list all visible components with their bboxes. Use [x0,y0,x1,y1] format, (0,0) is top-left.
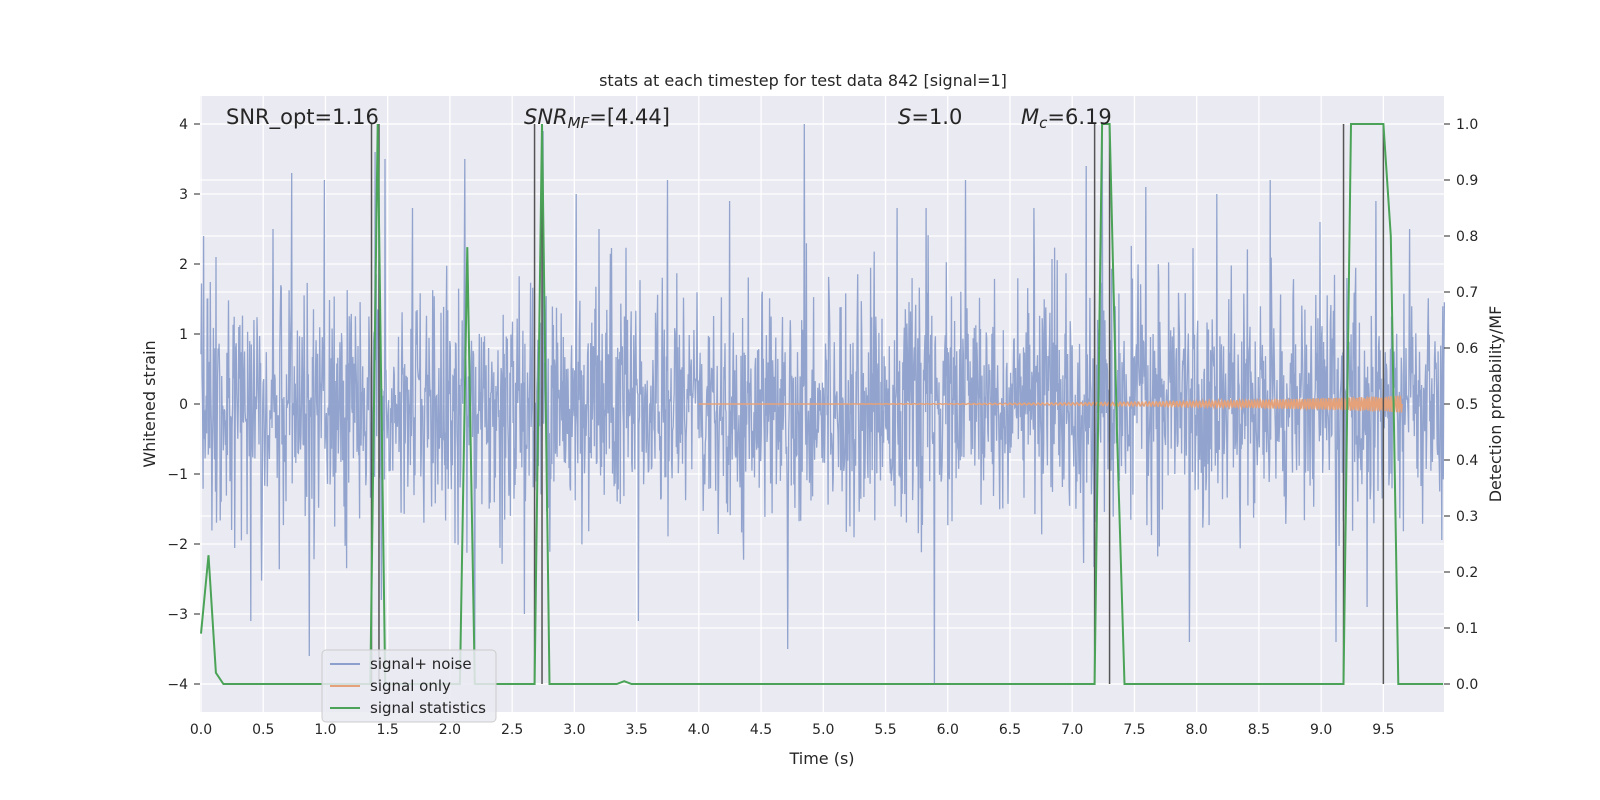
y2-tick-label: 0.9 [1456,173,1478,189]
signal-series [698,395,1403,413]
annotation-mc: Mc=6.19 [1021,105,1112,132]
annotations: SNR_opt=1.16 SNRMF=[4.44] S=1.0 Mc=6.19 [226,105,1112,132]
y-tick-label: −2 [167,537,188,553]
y-tick-label: 2 [179,257,188,273]
x-tick-label: 6.0 [937,722,959,738]
x-tick-label: 7.0 [1061,722,1083,738]
y-tick-label: −3 [167,607,188,623]
x-tick-label: 3.0 [563,722,585,738]
noise-series [200,123,1446,685]
y2-tick-label: 1.0 [1456,117,1478,133]
chart-title: stats at each timestep for test data 842… [599,71,1007,90]
x-tick-label: 5.5 [874,722,896,738]
x-tick-label: 2.5 [501,722,523,738]
x-tick-label: 6.5 [999,722,1021,738]
y2-tick-label: 0.8 [1456,229,1478,245]
y-tick-label: 1 [179,327,188,343]
y-tick-label: 4 [179,117,188,133]
annotation-snr-mf: SNRMF=[4.44] [524,105,670,132]
x-tick-label: 4.0 [688,722,710,738]
x-tick-label: 7.5 [1123,722,1145,738]
x-tick-label: 1.0 [314,722,336,738]
y-axis-right: 0.0 0.1 0.2 0.3 0.4 0.5 0.6 0.7 0.8 0.9 1.0 [1444,117,1478,693]
y2-tick-label: 0.6 [1456,341,1478,357]
x-tick-label: 9.0 [1310,722,1332,738]
y-axis-label: Whitened strain [140,340,159,467]
annotation-s: S=1.0 [898,105,962,129]
y-axis-left: −4 −3 −2 −1 0 1 2 3 4 [167,117,200,693]
x-tick-label: 3.5 [625,722,647,738]
x-tick-label: 8.0 [1186,722,1208,738]
y2-tick-label: 0.7 [1456,285,1478,301]
annotation-snr-opt: SNR_opt=1.16 [226,105,379,130]
y2-tick-label: 0.0 [1456,677,1478,693]
series-signal-noise [200,123,1446,685]
x-tick-label: 4.5 [750,722,772,738]
y2-tick-label: 0.5 [1456,397,1478,413]
legend: signal+ noise signal only signal statist… [321,649,497,723]
y2-tick-label: 0.3 [1456,509,1478,525]
legend-box [321,649,497,723]
x-tick-label: 5.0 [812,722,834,738]
x-axis: 0.0 0.5 1.0 1.5 2.0 2.5 3.0 3.5 4.0 4.5 5.0 5.5 6.0 6… [190,722,1395,738]
y2-tick-label: 0.1 [1456,621,1478,637]
y-tick-label: 3 [179,187,188,203]
x-tick-label: 0.5 [252,722,274,738]
x-tick-label: 1.5 [377,722,399,738]
x-axis-label: Time (s) [788,749,854,768]
y2-tick-label: 0.4 [1456,453,1478,469]
x-tick-label: 0.0 [190,722,212,738]
y2-tick-label: 0.2 [1456,565,1478,581]
x-tick-label: 2.0 [439,722,461,738]
legend-label-noise: signal+ noise [370,655,472,673]
legend-label-signal: signal only [370,677,451,695]
y-tick-label: −1 [167,467,188,483]
series-signal-only [698,395,1403,413]
y-tick-label: 0 [179,397,188,413]
x-tick-label: 9.5 [1372,722,1394,738]
x-tick-label: 8.5 [1248,722,1270,738]
y-tick-label: −4 [167,677,188,693]
y2-axis-label: Detection probability/MF [1486,306,1505,503]
legend-label-stats: signal statistics [370,699,486,717]
